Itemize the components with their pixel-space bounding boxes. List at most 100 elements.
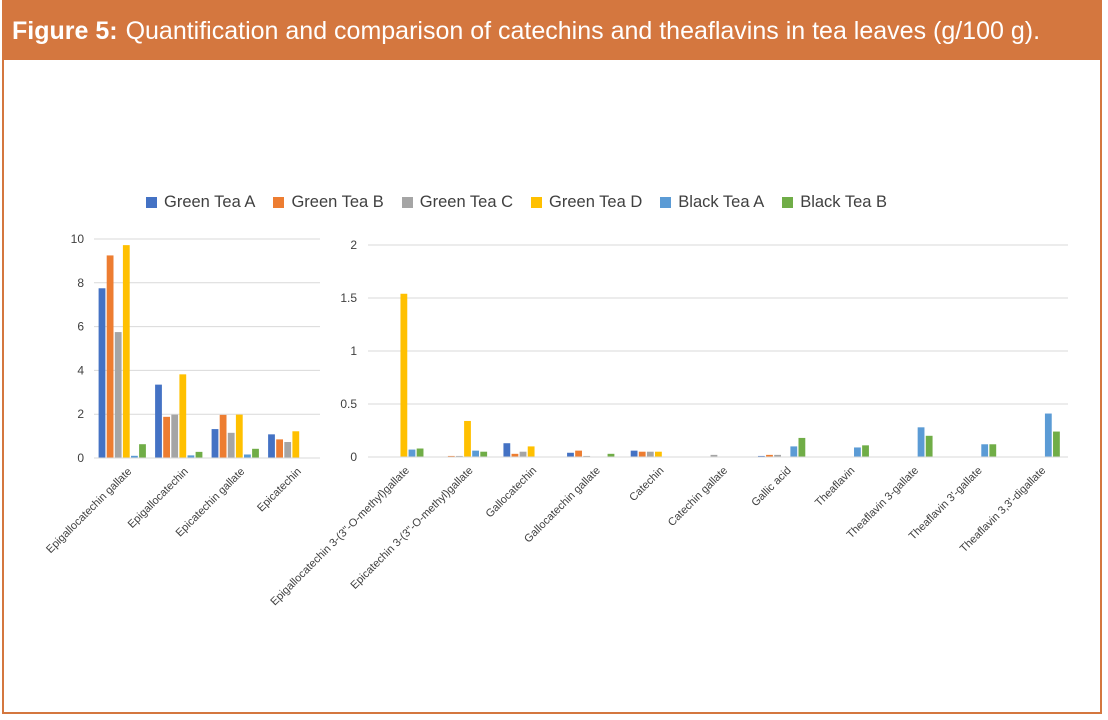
x-category-label: Epigallocatechin	[126, 466, 191, 531]
bar	[464, 420, 471, 457]
figure-title: Quantification and comparison of catechi…	[125, 16, 1041, 45]
bar	[511, 453, 519, 457]
bar	[527, 446, 535, 457]
y-tick-label: 1	[350, 344, 357, 358]
figure-header: Figure 5: Quantification and comparison …	[4, 2, 1100, 60]
legend-swatch	[146, 196, 157, 208]
bar	[400, 293, 408, 457]
y-tick-label: 4	[77, 363, 84, 377]
bar	[925, 435, 933, 457]
bar	[276, 439, 283, 458]
legend-item: Green Tea A	[146, 193, 255, 212]
bar	[655, 451, 662, 457]
y-tick-label: 0	[350, 450, 357, 464]
bar	[408, 449, 416, 457]
bar	[219, 414, 227, 458]
legend-label: Black Tea A	[678, 192, 765, 211]
bar	[211, 429, 219, 458]
bar	[503, 443, 511, 457]
bar	[862, 445, 869, 457]
bar	[235, 414, 243, 458]
bar	[131, 455, 138, 458]
x-category-label: Catechin gallate	[666, 465, 730, 529]
bar	[638, 451, 646, 457]
bar	[252, 448, 259, 458]
bar	[292, 431, 300, 458]
legend-swatch	[531, 196, 543, 208]
bar	[710, 454, 718, 457]
x-category-label: Gallocatechin	[484, 465, 540, 521]
bar	[630, 450, 638, 457]
bar	[227, 432, 235, 458]
bar	[798, 437, 806, 457]
bar	[155, 384, 162, 458]
x-category-label: Catechin	[627, 465, 666, 504]
bar	[583, 455, 591, 457]
legend-item: Green Tea D	[531, 193, 642, 212]
bar	[114, 332, 122, 458]
x-category-label: Theaflavin	[813, 465, 857, 509]
x-category-label: Gallic acid	[749, 465, 793, 509]
x-category-label: Epicatechin	[255, 466, 304, 515]
y-tick-label: 2	[77, 407, 84, 421]
x-category-label: Epicatechin 3-(3"-O-methyl)gallate	[348, 465, 475, 592]
bar	[284, 442, 292, 458]
bar	[519, 451, 527, 457]
legend-label: Green Tea C	[419, 192, 514, 211]
legend-swatch	[401, 196, 413, 208]
legend-label: Green Tea B	[291, 192, 384, 211]
x-category-label: Theaflavin 3-gallate	[845, 465, 921, 541]
y-tick-label: 6	[77, 320, 84, 334]
legend-item: Black Tea B	[782, 193, 887, 212]
bar	[981, 444, 989, 457]
legend-swatch	[660, 196, 672, 208]
bar	[98, 288, 106, 458]
bar	[179, 374, 187, 458]
bar	[139, 444, 146, 458]
y-tick-label: 2	[350, 238, 357, 252]
bar	[567, 452, 574, 457]
bar	[195, 451, 203, 458]
bar	[106, 255, 114, 458]
bar	[917, 427, 925, 457]
legend-label: Black Tea B	[800, 192, 888, 211]
bar	[989, 444, 997, 457]
legend-item: Green Tea B	[273, 192, 384, 212]
bar	[244, 454, 251, 458]
y-tick-label: 0.5	[340, 397, 357, 411]
y-tick-label: 10	[71, 232, 85, 246]
y-tick-label: 0	[77, 451, 84, 465]
y-tick-label: 8	[77, 276, 84, 290]
bar	[757, 455, 765, 457]
bar	[607, 453, 615, 457]
bar	[171, 414, 179, 458]
bar	[480, 451, 488, 457]
bar	[575, 450, 582, 457]
bar	[187, 455, 195, 458]
bar	[447, 455, 455, 457]
bar	[163, 416, 170, 458]
legend-swatch	[273, 196, 285, 208]
legend-swatch	[782, 196, 794, 208]
x-category-label: Epigallocatechin gallate	[44, 466, 134, 556]
bar	[646, 451, 654, 457]
legend-item: Black Tea A	[660, 193, 764, 212]
bar	[122, 245, 130, 458]
legend-item: Green Tea C	[401, 192, 514, 212]
bar	[854, 447, 861, 457]
bar	[774, 454, 781, 457]
bar	[472, 450, 480, 457]
bar	[1053, 431, 1060, 457]
legend-label: Green Tea D	[549, 192, 643, 211]
bar	[416, 448, 424, 457]
bar	[790, 446, 798, 457]
bar	[268, 434, 275, 458]
legend-label: Green Tea A	[164, 192, 256, 211]
y-tick-label: 1.5	[340, 291, 357, 305]
figure-label: Figure 5:	[12, 16, 118, 45]
chart-legend: Green Tea A Green Tea B Green Tea C Gree…	[146, 190, 905, 214]
bar	[1044, 413, 1052, 457]
bar	[456, 455, 463, 457]
